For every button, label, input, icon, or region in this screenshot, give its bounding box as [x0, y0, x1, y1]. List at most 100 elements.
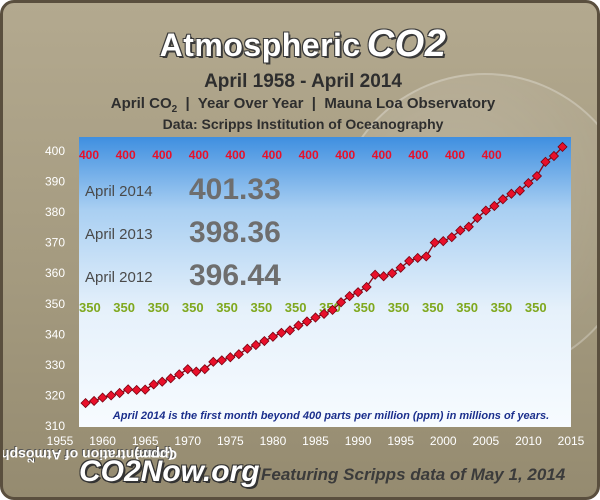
data-point	[327, 304, 338, 315]
data-point	[242, 343, 253, 354]
title-co2: CO2	[366, 23, 447, 65]
readout-label: April 2013	[85, 226, 153, 243]
data-source: Data: Scripps Institution of Oceanograph…	[162, 116, 444, 132]
y-tick-label: 310	[45, 419, 65, 433]
data-point	[293, 320, 304, 331]
y-tick-label: 340	[45, 327, 65, 341]
marker-400-label: 400	[79, 148, 99, 162]
footer-note: Featuring Scripps data of May 1, 2014	[261, 465, 566, 484]
y-tick-label: 320	[45, 388, 65, 402]
x-tick-label: 1970	[174, 434, 201, 448]
data-point	[106, 390, 117, 401]
x-tick-label: 1960	[89, 434, 116, 448]
data-point	[497, 194, 508, 205]
data-point	[88, 395, 100, 407]
data-point	[140, 384, 151, 395]
data-point	[506, 188, 517, 199]
data-point	[267, 331, 279, 342]
x-tick-label: 2000	[430, 434, 457, 448]
data-point	[131, 384, 142, 396]
date-range: April 1958 - April 2014	[204, 71, 402, 92]
data-point	[208, 356, 219, 367]
y-tick-label: 380	[45, 205, 65, 219]
x-tick-label: 2005	[472, 434, 499, 448]
data-point	[557, 141, 568, 153]
data-point	[301, 316, 313, 327]
data-point	[250, 339, 261, 351]
data-point	[370, 269, 381, 280]
marker-400-label: 400	[225, 148, 245, 162]
marker-350-label: 350	[216, 300, 238, 315]
data-point	[463, 221, 474, 232]
marker-350-label: 350	[353, 300, 375, 315]
marker-350-label: 350	[182, 300, 204, 315]
data-point	[531, 170, 543, 182]
marker-350-label: 350	[285, 300, 307, 315]
marker-400-label: 400	[335, 148, 355, 162]
y-tick-label: 350	[45, 297, 65, 311]
x-tick-label: 1995	[387, 434, 414, 448]
marker-350-label: 350	[388, 300, 410, 315]
data-point	[233, 349, 244, 360]
data-point	[489, 200, 500, 212]
data-point	[216, 355, 227, 366]
data-point	[540, 156, 551, 167]
data-point	[472, 212, 483, 224]
marker-400-label: 400	[482, 148, 502, 162]
marker-350-label: 350	[79, 300, 101, 315]
data-point	[446, 232, 457, 243]
data-point	[480, 205, 491, 216]
x-tick-label: 2010	[515, 434, 542, 448]
marker-350-label: 350	[113, 300, 135, 315]
data-point	[191, 366, 202, 377]
data-point	[114, 387, 125, 399]
marker-400-label: 400	[262, 148, 282, 162]
data-point	[123, 384, 134, 395]
data-point	[429, 237, 440, 248]
x-tick-label: 1955	[47, 434, 74, 448]
data-point	[284, 325, 296, 336]
marker-400-label: 400	[445, 148, 465, 162]
marker-350-label: 350	[422, 300, 444, 315]
data-point	[548, 150, 560, 162]
data-point	[182, 364, 193, 375]
data-point	[174, 369, 185, 380]
co2now-logo[interactable]: CO2Now.org	[79, 455, 260, 488]
marker-400-label: 400	[152, 148, 172, 162]
x-tick-label: 1985	[302, 434, 329, 448]
plot-svg: 310 320 330 340 350 360 370 380 390 400 1955 1960 1…	[45, 137, 585, 448]
y-tick-label: 370	[45, 236, 65, 250]
data-point	[404, 255, 415, 267]
readout-label: April 2014	[85, 183, 153, 200]
annotation-text: April 2014 is the first month beyond 400…	[112, 410, 549, 422]
readout-value: 398.36	[189, 216, 281, 249]
readout-label: April 2012	[85, 269, 153, 286]
subtitle: April CO2 | Year Over Year | Mauna Loa O…	[110, 95, 496, 115]
chart-title: Atmospheric CO2	[159, 23, 447, 65]
data-point	[352, 287, 364, 298]
x-tick-label: 1980	[260, 434, 287, 448]
marker-350-label: 350	[148, 300, 170, 315]
x-tick-label: 1990	[345, 434, 372, 448]
y-tick-label: 400	[45, 144, 65, 158]
data-point	[80, 397, 91, 409]
data-point	[259, 335, 270, 347]
data-point	[157, 376, 168, 387]
data-point	[276, 327, 287, 338]
data-point	[514, 185, 525, 196]
data-point	[361, 281, 372, 293]
readout-value: 396.44	[189, 259, 281, 292]
marker-400-label: 400	[189, 148, 209, 162]
marker-350-label: 350	[525, 300, 547, 315]
marker-350-label: 350	[456, 300, 478, 315]
data-point	[387, 268, 398, 279]
data-point	[199, 364, 210, 375]
data-point	[165, 373, 176, 384]
data-point	[335, 297, 347, 308]
data-point	[523, 177, 534, 189]
y-tick-label: 390	[45, 175, 65, 189]
data-point	[318, 308, 330, 319]
data-point	[310, 312, 321, 323]
data-point	[225, 352, 236, 363]
